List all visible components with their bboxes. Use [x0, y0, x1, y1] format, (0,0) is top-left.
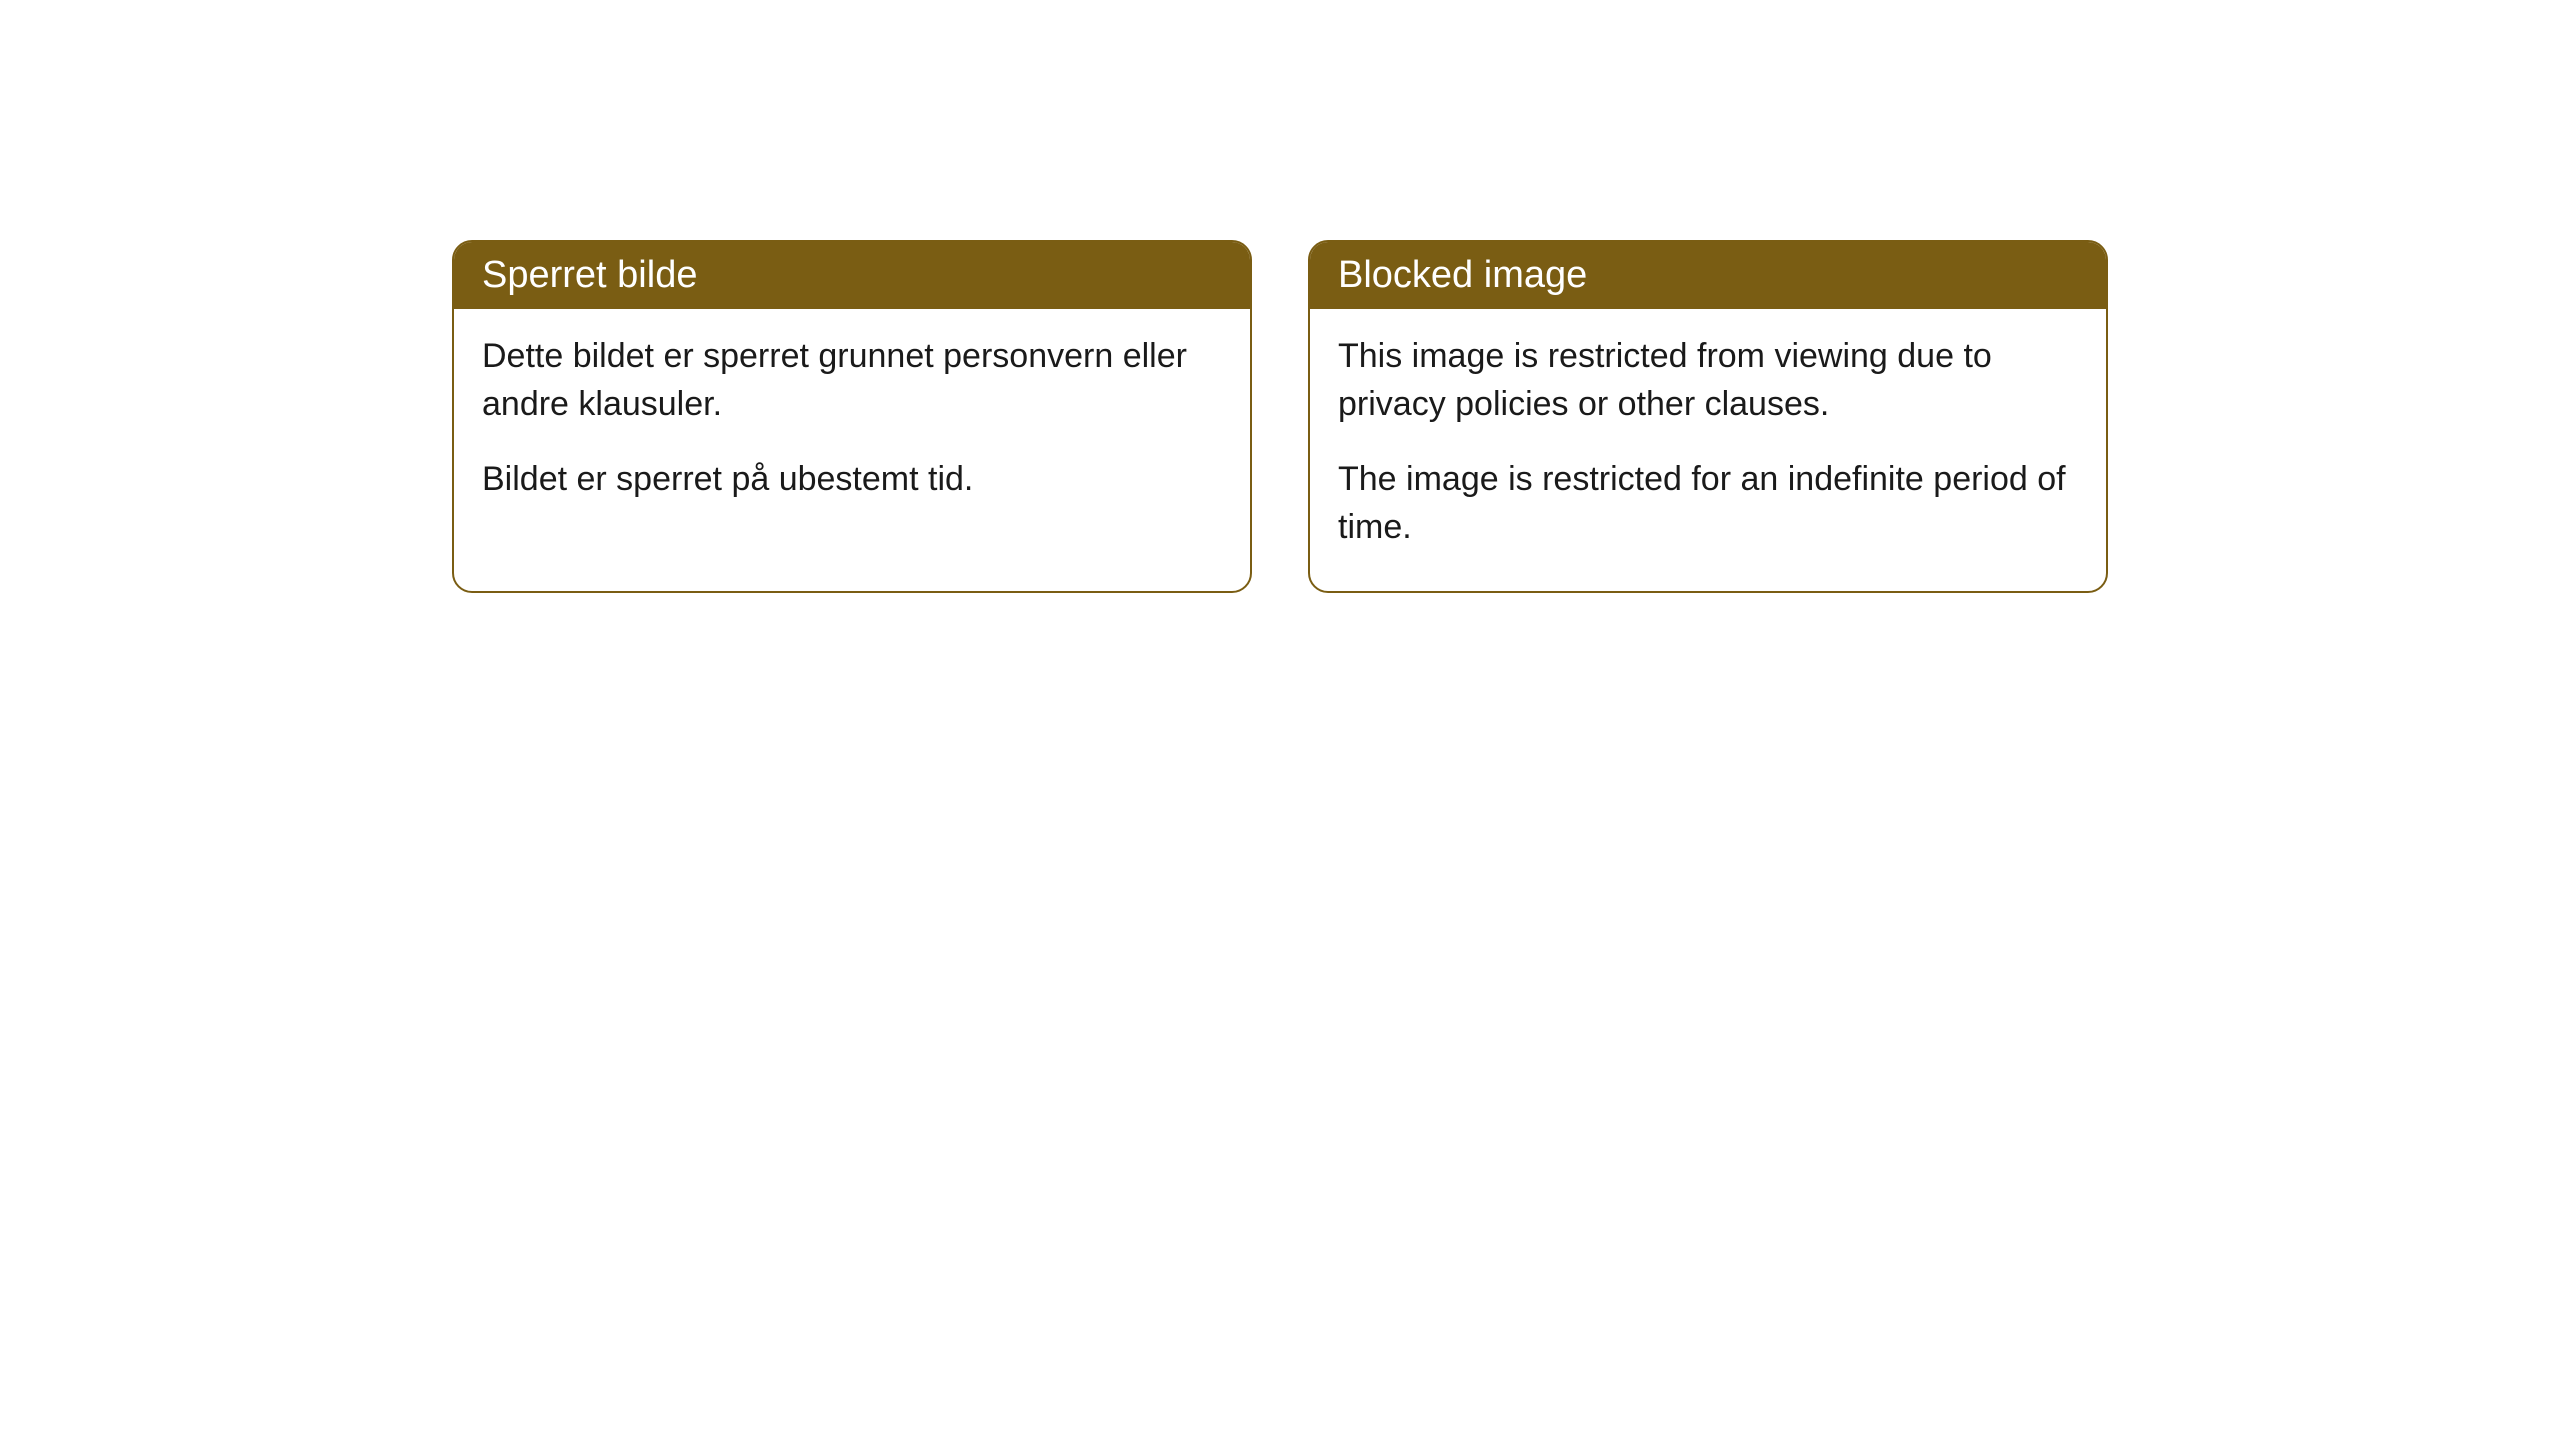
card-paragraph: This image is restricted from viewing du…	[1338, 333, 2078, 428]
card-body: Dette bildet er sperret grunnet personve…	[454, 309, 1250, 544]
card-body: This image is restricted from viewing du…	[1310, 309, 2106, 591]
card-paragraph: Bildet er sperret på ubestemt tid.	[482, 456, 1222, 504]
card-title: Blocked image	[1338, 254, 1587, 296]
card-paragraph: Dette bildet er sperret grunnet personve…	[482, 333, 1222, 428]
card-title: Sperret bilde	[482, 254, 697, 296]
card-header: Sperret bilde	[454, 242, 1250, 309]
card-paragraph: The image is restricted for an indefinit…	[1338, 456, 2078, 551]
card-header: Blocked image	[1310, 242, 2106, 309]
notice-container: Sperret bilde Dette bildet er sperret gr…	[0, 0, 2560, 593]
notice-card-norwegian: Sperret bilde Dette bildet er sperret gr…	[452, 240, 1252, 593]
notice-card-english: Blocked image This image is restricted f…	[1308, 240, 2108, 593]
